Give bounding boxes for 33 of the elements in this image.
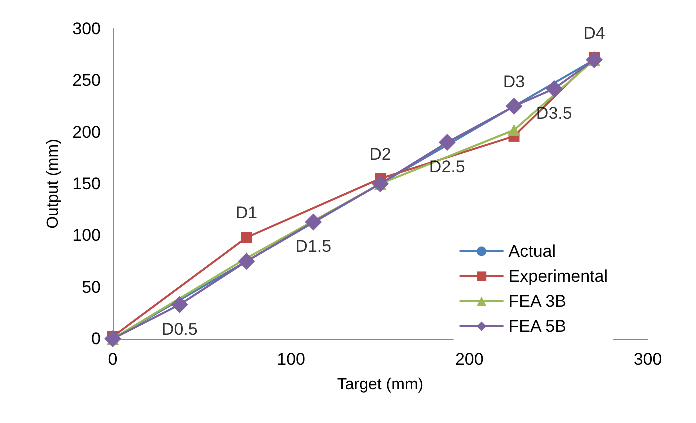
annotation: D3.5 <box>536 104 572 123</box>
x-axis-title: Target (mm) <box>337 376 424 394</box>
y-tick-label: 100 <box>72 226 101 246</box>
legend-label: Actual <box>508 242 556 261</box>
y-tick-label: 250 <box>72 71 101 90</box>
annotation: D2.5 <box>429 158 466 177</box>
legend-label: FEA 5B <box>508 317 566 336</box>
point <box>506 98 523 115</box>
y-tick-label: 0 <box>92 330 101 348</box>
point <box>241 232 252 244</box>
annotation: D1.5 <box>296 237 332 256</box>
legend-label: Experimental <box>508 267 608 286</box>
annotation: D2 <box>370 144 392 164</box>
point <box>508 124 520 136</box>
annotation: D4 <box>584 24 606 43</box>
point <box>305 214 322 231</box>
x-tick-label: 0 <box>108 350 118 369</box>
y-tick-label: 200 <box>72 122 101 142</box>
y-tick-label: 300 <box>72 20 101 38</box>
y-tick-label: 50 <box>82 278 101 297</box>
point <box>438 134 456 152</box>
point <box>238 253 256 270</box>
annotation: D3 <box>503 72 526 92</box>
y-axis-title: Output (mm) <box>45 139 62 229</box>
annotation: D1 <box>236 204 258 223</box>
point <box>171 296 188 314</box>
x-tick-label: 200 <box>455 350 484 369</box>
legend-label: FEA 3B <box>508 292 566 311</box>
x-tick-label: 300 <box>634 350 662 369</box>
x-tick-label: 100 <box>277 350 306 369</box>
y-tick-label: 150 <box>72 174 101 194</box>
annotation: D0.5 <box>162 320 198 339</box>
point <box>546 80 563 98</box>
